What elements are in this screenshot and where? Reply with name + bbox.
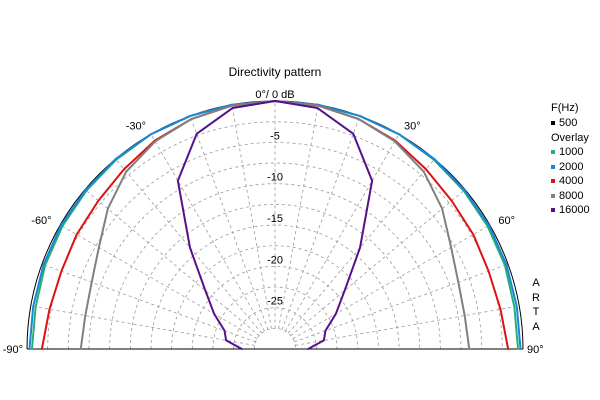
legend-item-8000: 8000 (551, 189, 590, 204)
chart-title: Directivity pattern (229, 65, 322, 79)
radial-tick-label: 0°/ 0 dB (255, 89, 294, 101)
grid-arc (171, 245, 379, 350)
angle-tick-label: -60° (31, 215, 51, 227)
legend-swatch (551, 121, 555, 126)
axis-labels: 0°/ 0 dB -5 -10 -15 -20 -25 -90° -60° -30° 30° 60°… (3, 89, 544, 356)
grid-spoke (284, 134, 400, 332)
grid-arc (67, 142, 483, 350)
series-curves (28, 100, 522, 350)
radial-tick-label: -15 (267, 213, 283, 225)
watermark-letter: R (532, 291, 540, 304)
legend-subtitle: Overlay (551, 131, 589, 144)
legend-swatch (551, 164, 555, 169)
legend-swatch (551, 208, 555, 213)
grid-spoke (295, 305, 520, 346)
legend-title: F(Hz) (551, 102, 579, 115)
legend-item-16000: 16000 (551, 203, 590, 218)
grid-spoke (292, 224, 490, 340)
grid-spoke (60, 224, 258, 340)
legend-label: 4000 (559, 175, 584, 187)
angle-tick-label: 60° (498, 215, 515, 227)
radial-tick-label: -10 (267, 172, 283, 184)
legend-item-500: 500 (551, 116, 590, 131)
grid-spoke (150, 134, 266, 332)
watermark-letter: A (532, 320, 540, 333)
radial-tick-label: -25 (267, 296, 283, 308)
legend-swatch (551, 193, 555, 198)
radial-tick-label: -20 (267, 254, 283, 266)
grid-spoke (281, 115, 361, 330)
legend-swatch (551, 179, 555, 184)
legend-label: 2000 (559, 160, 584, 173)
grid-arc (191, 266, 359, 350)
arta-watermark: A R T A (530, 276, 542, 334)
grid-spoke (294, 263, 509, 343)
angle-tick-label: 90° (527, 344, 544, 356)
grid-spoke (287, 158, 435, 334)
grid-spoke (290, 189, 466, 337)
legend-item-4000: 4000 (551, 174, 590, 189)
legend-item-1000: 1000 (551, 145, 590, 160)
angle-tick-label: 30° (404, 121, 421, 133)
watermark-letter: T (532, 306, 540, 318)
angle-tick-label: -90° (3, 344, 23, 356)
legend-item-2000: 2000 (551, 160, 590, 175)
grid-spoke (189, 115, 269, 330)
legend: F(Hz) 500 Overlay 1000 2000 4000 8000 16… (551, 101, 590, 218)
grid-arc (212, 286, 338, 350)
radial-tick-label: -5 (270, 130, 280, 142)
angle-tick-label: -30° (126, 121, 146, 133)
series-line-16000 (176, 100, 374, 350)
legend-swatch (551, 150, 555, 155)
legend-label: 1000 (559, 146, 584, 158)
grid-spoke (278, 104, 319, 329)
grid-spoke (115, 158, 263, 334)
grid-arc (233, 307, 317, 350)
grid-arc (88, 162, 462, 350)
grid-arc (129, 203, 421, 350)
watermark-letter: A (532, 277, 540, 289)
grid-spoke (30, 305, 255, 346)
grid-spoke (231, 104, 272, 329)
legend-label: 8000 (559, 189, 584, 202)
legend-label: 500 (559, 117, 578, 129)
legend-label: 16000 (559, 204, 590, 216)
grid-spoke (41, 263, 256, 343)
grid-spoke (84, 189, 260, 337)
